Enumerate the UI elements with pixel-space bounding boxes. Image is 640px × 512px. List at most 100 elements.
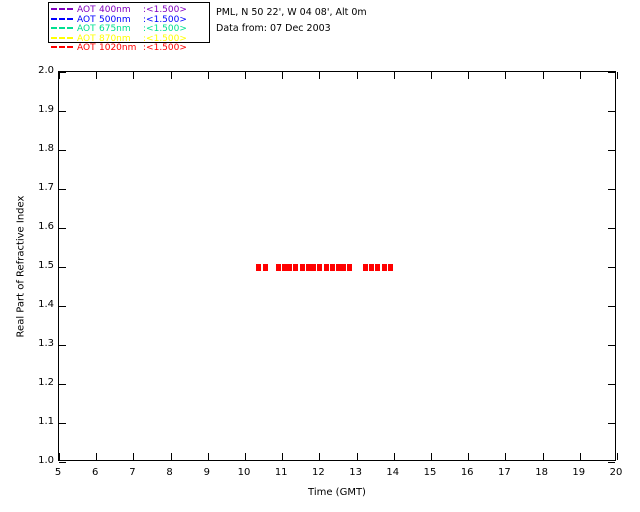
legend-separator: : bbox=[143, 14, 147, 25]
data-point-marker bbox=[387, 263, 393, 271]
x-tick-label: 11 bbox=[274, 467, 288, 478]
x-tick-mark bbox=[542, 72, 544, 79]
legend-separator: : bbox=[143, 33, 147, 44]
x-tick-mark bbox=[59, 453, 60, 460]
legend-separator: : bbox=[143, 5, 147, 15]
data-point-marker bbox=[335, 263, 341, 271]
legend-value: <1.500> bbox=[146, 5, 187, 15]
x-tick-mark bbox=[170, 453, 172, 460]
y-tick-label: 1.3 bbox=[38, 338, 54, 349]
data-point-marker bbox=[363, 263, 369, 271]
x-tick-mark bbox=[505, 453, 507, 460]
y-axis-title: Real Part of Refractive Index bbox=[14, 71, 28, 461]
legend-wavelength: 675nm bbox=[99, 24, 131, 35]
x-tick-label: 13 bbox=[349, 467, 362, 478]
x-tick-mark bbox=[431, 72, 432, 79]
y-axis-title-text: Real Part of Refractive Index bbox=[15, 195, 27, 337]
legend-value: <1.500> bbox=[146, 14, 187, 25]
y-tick-label: 1.8 bbox=[38, 143, 54, 154]
legend-wavelength: 870nm bbox=[99, 33, 131, 44]
x-tick-label: 8 bbox=[166, 467, 173, 478]
x-tick-mark bbox=[393, 453, 395, 460]
data-point-marker bbox=[311, 263, 317, 271]
x-axis-title: Time (GMT) bbox=[58, 487, 616, 498]
y-tick-mark bbox=[59, 228, 66, 229]
legend-label: AOT bbox=[77, 14, 96, 25]
y-tick-mark bbox=[59, 150, 66, 151]
data-point-marker bbox=[275, 263, 281, 271]
y-tick-mark bbox=[59, 72, 66, 73]
y-tick-mark bbox=[59, 111, 66, 112]
y-tick-mark bbox=[608, 384, 615, 385]
x-tick-label: 7 bbox=[129, 467, 136, 478]
x-tick-label: 6 bbox=[92, 467, 99, 478]
x-tick-mark bbox=[59, 72, 60, 79]
x-tick-mark bbox=[579, 453, 581, 460]
y-tick-mark bbox=[59, 384, 66, 385]
legend-wavelength: 1020nm bbox=[99, 43, 137, 54]
legend-item-aot-500nm: AOT 500nm: <1.500> bbox=[51, 15, 187, 25]
legend-line-sample bbox=[51, 17, 73, 20]
legend-label: AOT bbox=[77, 43, 96, 54]
x-tick-label: 16 bbox=[460, 467, 474, 478]
x-tick-mark bbox=[207, 72, 209, 79]
data-point-marker bbox=[287, 263, 293, 271]
legend-item-aot-400nm: AOT 400nm: <1.500> bbox=[51, 5, 187, 15]
data-point-marker bbox=[292, 263, 298, 271]
y-tick-mark bbox=[608, 111, 615, 112]
x-tick-label: 17 bbox=[498, 467, 511, 478]
legend-box bbox=[48, 2, 210, 43]
y-tick-mark bbox=[608, 228, 615, 229]
x-tick-mark bbox=[468, 72, 470, 79]
x-tick-mark bbox=[356, 72, 358, 79]
legend-item-aot-675nm: AOT 675nm: <1.500> bbox=[51, 24, 187, 34]
y-tick-label: 1.9 bbox=[38, 104, 54, 115]
x-tick-mark bbox=[170, 72, 172, 79]
legend-line-sample bbox=[51, 27, 73, 30]
y-tick-mark bbox=[608, 462, 615, 463]
x-tick-label: 10 bbox=[237, 467, 251, 478]
y-tick-mark bbox=[608, 345, 615, 346]
legend-line-sample bbox=[51, 46, 73, 49]
x-tick-mark bbox=[245, 72, 246, 79]
x-tick-mark bbox=[96, 453, 98, 460]
x-tick-label: 18 bbox=[535, 467, 548, 478]
y-tick-mark bbox=[59, 423, 66, 424]
data-point-marker bbox=[368, 263, 374, 271]
y-tick-label: 1.2 bbox=[38, 377, 54, 388]
x-tick-mark bbox=[133, 453, 135, 460]
y-tick-label: 1.0 bbox=[38, 455, 54, 466]
legend-value: <1.500> bbox=[146, 33, 187, 44]
y-tick-label: 1.5 bbox=[38, 260, 54, 271]
x-tick-label: 15 bbox=[423, 467, 437, 478]
y-tick-mark bbox=[59, 345, 66, 346]
data-date-line: Data from: 07 Dec 2003 bbox=[216, 23, 331, 34]
x-tick-mark bbox=[356, 453, 358, 460]
data-point-marker bbox=[300, 263, 306, 271]
site-location-line: PML, N 50 22', W 04 08', Alt 0m bbox=[216, 7, 367, 18]
legend-value: <1.500> bbox=[146, 43, 187, 54]
y-tick-mark bbox=[59, 189, 66, 190]
x-tick-label: 9 bbox=[203, 467, 210, 478]
y-tick-label: 2.0 bbox=[38, 65, 54, 76]
data-point-marker bbox=[255, 263, 261, 271]
data-point-marker bbox=[346, 263, 352, 271]
x-tick-label: 19 bbox=[572, 467, 586, 478]
x-tick-mark bbox=[245, 453, 246, 460]
x-axis-title-text: Time (GMT) bbox=[308, 487, 366, 498]
data-point-marker bbox=[281, 263, 287, 271]
data-point-marker bbox=[374, 263, 380, 271]
legend-item-aot-870nm: AOT 870nm: <1.500> bbox=[51, 34, 187, 44]
x-tick-mark bbox=[617, 72, 618, 79]
x-tick-mark bbox=[133, 72, 135, 79]
x-tick-mark bbox=[617, 453, 618, 460]
x-tick-mark bbox=[393, 72, 395, 79]
data-point-marker bbox=[324, 263, 330, 271]
legend-value: <1.500> bbox=[146, 24, 187, 35]
y-tick-mark bbox=[59, 462, 66, 463]
x-tick-mark bbox=[282, 72, 284, 79]
legend-label: AOT bbox=[77, 5, 96, 15]
x-tick-label: 5 bbox=[54, 467, 62, 478]
y-tick-mark bbox=[608, 306, 615, 307]
data-point-marker bbox=[329, 263, 335, 271]
